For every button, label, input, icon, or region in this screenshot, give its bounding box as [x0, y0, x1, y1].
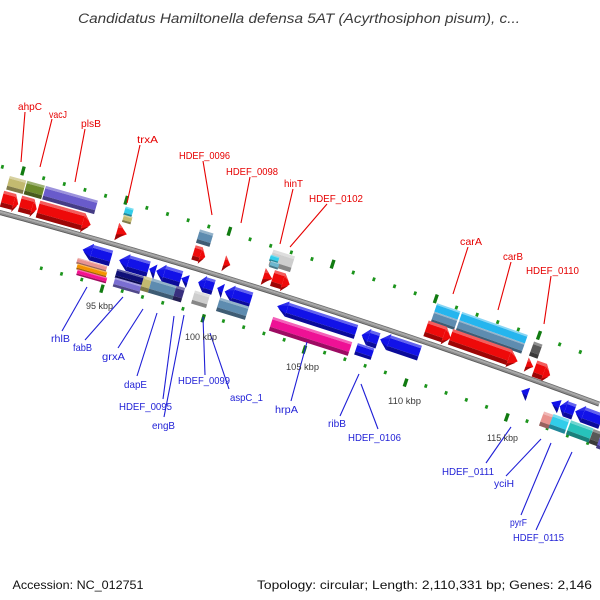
- svg-text:HDEF_0096: HDEF_0096: [179, 150, 230, 162]
- svg-text:Candidatus Hamiltonella defens: Candidatus Hamiltonella defensa 5AT (Acy…: [78, 11, 520, 27]
- svg-text:trxA: trxA: [137, 134, 158, 146]
- svg-text:hrpA: hrpA: [275, 404, 298, 416]
- svg-text:Accession: NC_012751: Accession: NC_012751: [13, 578, 144, 592]
- svg-text:95 kbp: 95 kbp: [86, 301, 113, 312]
- svg-text:fabB: fabB: [73, 342, 92, 354]
- svg-text:aspC_1: aspC_1: [230, 392, 263, 404]
- svg-text:vacJ: vacJ: [49, 109, 67, 121]
- svg-text:100 kbp: 100 kbp: [185, 332, 217, 343]
- svg-text:dapE: dapE: [124, 379, 147, 391]
- svg-text:HDEF_0106: HDEF_0106: [348, 432, 401, 444]
- svg-text:ribB: ribB: [328, 418, 346, 430]
- svg-text:rhlB: rhlB: [51, 333, 70, 345]
- svg-text:HDEF_0099: HDEF_0099: [178, 375, 230, 387]
- svg-text:HDEF_0095: HDEF_0095: [119, 401, 172, 413]
- svg-text:105 kbp: 105 kbp: [286, 362, 319, 373]
- svg-text:carA: carA: [460, 236, 482, 248]
- svg-text:HDEF_0102: HDEF_0102: [309, 193, 363, 205]
- svg-text:110 kbp: 110 kbp: [388, 396, 421, 407]
- svg-text:HDEF_0115: HDEF_0115: [513, 532, 564, 544]
- svg-text:plsB: plsB: [81, 118, 101, 130]
- svg-text:HDEF_0110: HDEF_0110: [526, 265, 579, 277]
- svg-text:ahpC: ahpC: [18, 101, 42, 113]
- svg-text:grxA: grxA: [102, 351, 125, 363]
- svg-text:pyrF: pyrF: [510, 517, 527, 529]
- svg-text:carB: carB: [503, 251, 523, 263]
- svg-text:HDEF_0098: HDEF_0098: [226, 166, 278, 178]
- svg-text:HDEF_0111: HDEF_0111: [442, 466, 494, 478]
- svg-text:engB: engB: [152, 420, 175, 432]
- svg-text:115 kbp: 115 kbp: [487, 433, 518, 444]
- svg-text:yciH: yciH: [494, 478, 514, 490]
- svg-text:Topology: circular; Length: 2,: Topology: circular; Length: 2,110,331 bp…: [257, 578, 593, 592]
- svg-text:hinT: hinT: [284, 178, 304, 190]
